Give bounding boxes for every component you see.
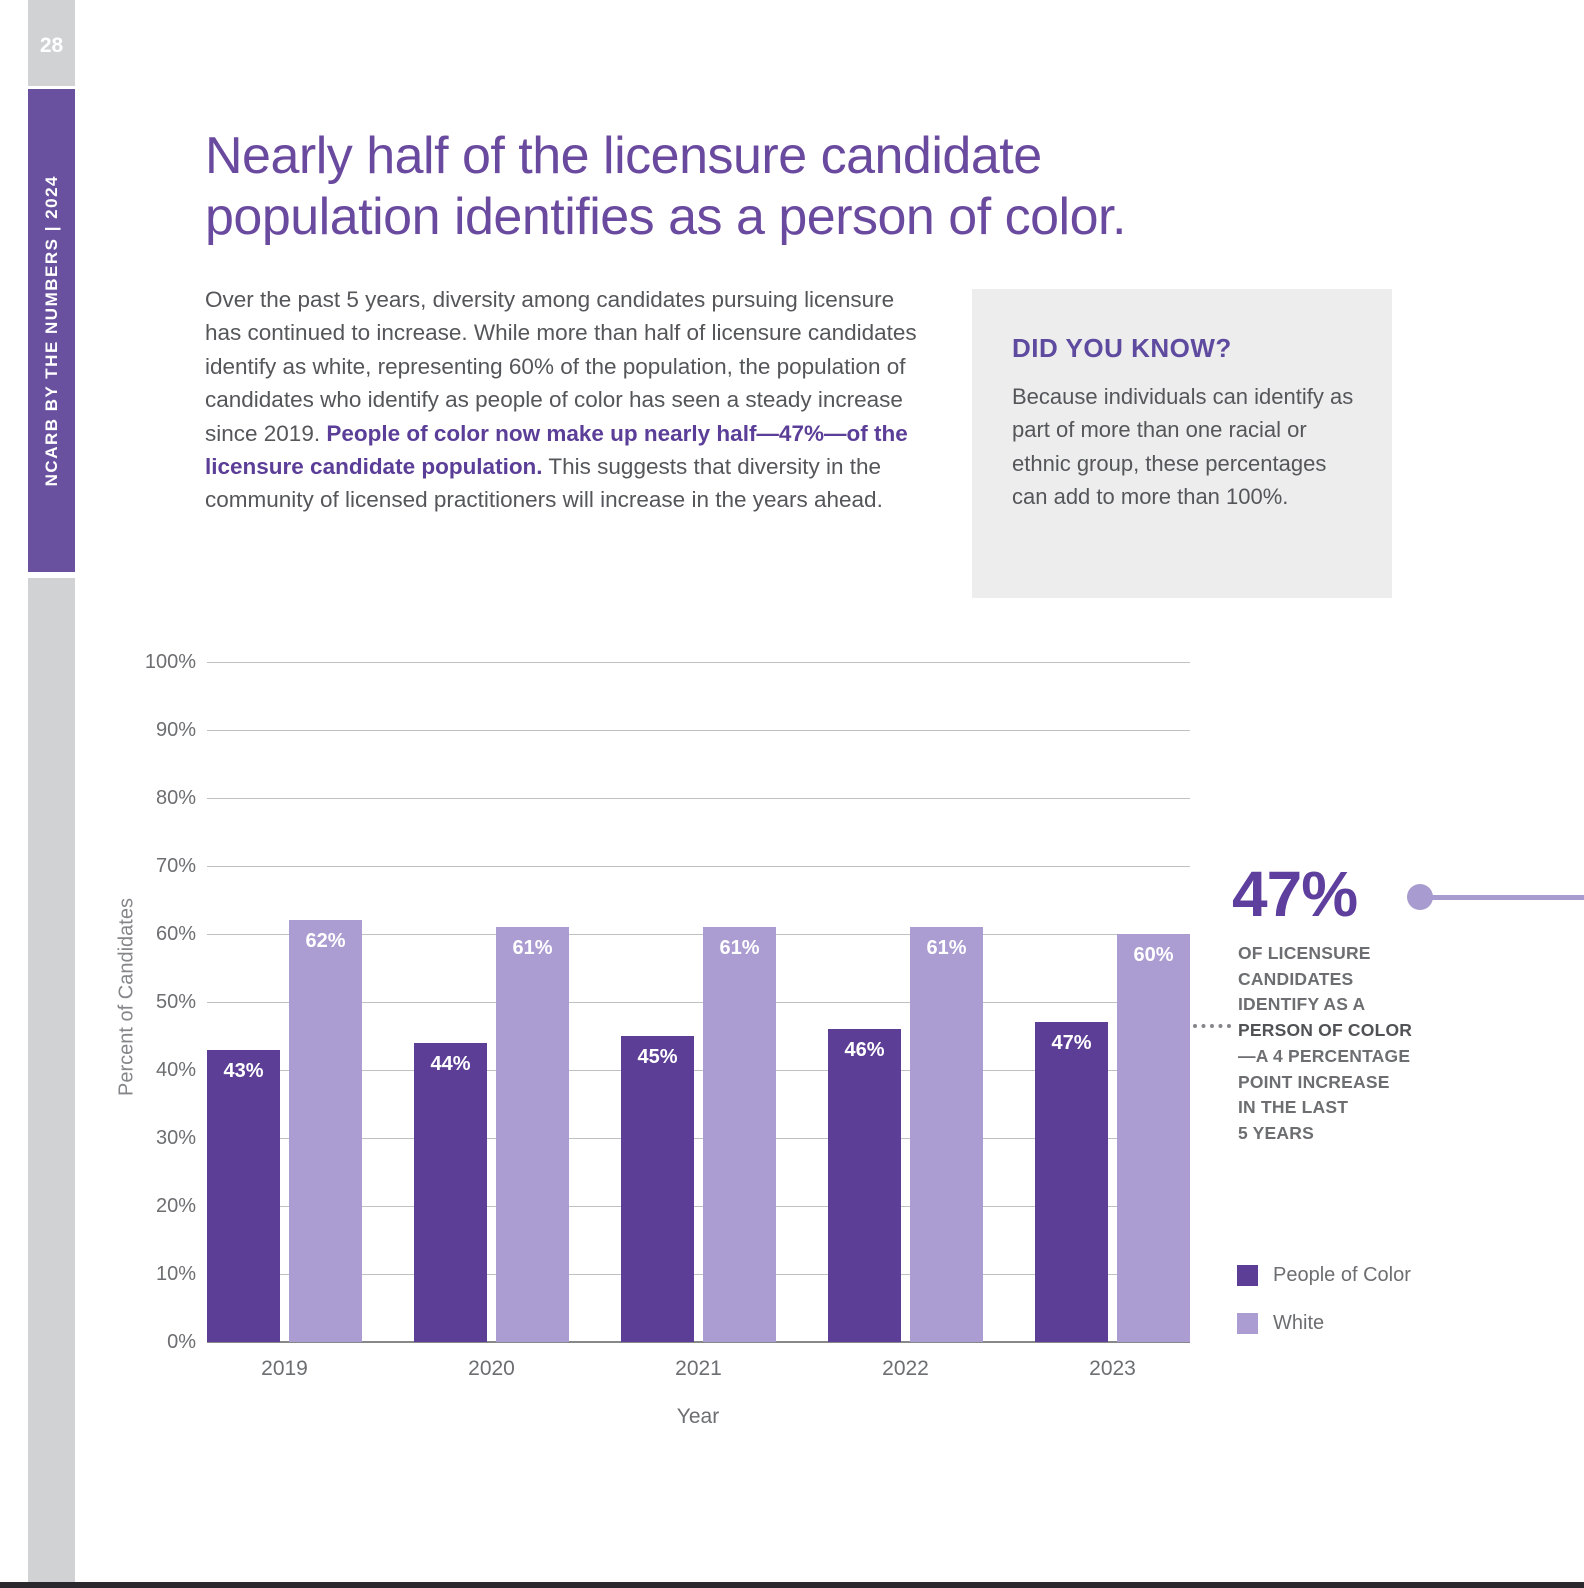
y-tick-label-100: 100% [144,651,196,673]
legend-item-white: White [1237,1312,1411,1334]
bar-white-2019 [289,920,362,1342]
page-title-line-1: Nearly half of the licensure candidate [205,127,1042,185]
x-tick-label-2023: 2023 [1089,1357,1136,1380]
legend-item-people-of-color: People of Color [1237,1264,1411,1286]
bar-people-of-color-2019 [207,1049,280,1342]
y-tick-label-10: 10% [155,1263,196,1285]
gridline-30 [207,1137,1190,1139]
callout-connector-line [1420,895,1584,900]
callout-caption-line-2: IDENTIFY AS A [1238,994,1366,1015]
callout-caption-line-1: CANDIDATES [1238,968,1354,989]
intro-paragraph: Over the past 5 years, diversity among c… [205,283,917,517]
bar-value-label-2021-0: 45% [637,1046,678,1068]
callout-caption: OF LICENSURE CANDIDATES IDENTIFY AS A PERSO… [1238,941,1468,1147]
bar-people-of-color-2023 [1035,1022,1108,1342]
callout-connector-dot [1407,884,1433,910]
page-title: Nearly half of the licensure candidate p… [205,126,1325,248]
x-tick-label-2019: 2019 [261,1357,308,1380]
y-tick-label-80: 80% [155,787,196,809]
bar-people-of-color-2021 [621,1036,694,1342]
gridline-0 [207,1341,1190,1343]
y-tick-label-40: 40% [155,1059,196,1081]
bar-value-label-2020-1: 61% [512,937,553,960]
page-number: 28 [39,34,64,57]
legend-swatch-0 [1237,1264,1258,1286]
callout-stat: 47% [1232,858,1358,930]
legend-swatch-1 [1237,1312,1258,1334]
gridline-60 [207,933,1190,935]
legend-label-1: White [1273,1311,1325,1334]
gridline-100 [207,661,1190,663]
intro-text-before: Over the past 5 years, diversity among c… [205,287,917,446]
intro-highlight: People of color now make up nearly half—… [205,420,908,480]
callout-caption-line-5: POINT INCREASE [1238,1071,1390,1092]
callout-caption-line-3: PERSON OF COLOR [1238,1020,1413,1041]
y-tick-label-50: 50% [155,991,196,1013]
bar-white-2021 [703,927,776,1342]
bar-value-label-2020-0: 44% [430,1052,471,1075]
bar-value-label-2022-0: 46% [844,1039,885,1062]
y-tick-label-70: 70% [155,855,196,877]
bar-value-label-2022-1: 61% [926,937,967,960]
x-axis-title: Year [676,1405,720,1428]
callout-dotted-leader [1193,1024,1231,1028]
gridline-20 [207,1205,1190,1207]
y-tick-label-30: 30% [155,1127,196,1149]
bar-white-2023 [1117,934,1190,1342]
bar-value-label-2021-1: 61% [719,937,760,960]
x-tick-label-2020: 2020 [468,1357,515,1380]
did-you-know-heading: DID YOU KNOW? [1012,333,1232,363]
y-tick-label-20: 20% [155,1195,196,1217]
bar-people-of-color-2022 [828,1029,901,1342]
callout-caption-line-7: 5 YEARS [1238,1122,1314,1143]
did-you-know-box: DID YOU KNOW? Because individuals can id… [972,289,1392,598]
sidebar-banner-text: NCARB BY THE NUMBERS | 2024 [41,174,61,487]
gridline-40 [207,1069,1190,1071]
legend-label-0: People of Color [1273,1263,1411,1286]
gridline-50 [207,1001,1190,1003]
intro-text-after: This suggests that diversity in the comm… [205,454,883,513]
y-axis-title: Percent of Candidates [115,898,138,1096]
page-bottom-bar [0,1582,1584,1588]
y-tick-label-0: 0% [167,1331,196,1353]
bar-value-label-2023-1: 60% [1133,944,1174,966]
gridline-10 [207,1273,1190,1275]
y-tick-label-90: 90% [155,719,196,741]
gridline-80 [207,797,1190,799]
callout-caption-line-4: —A 4 PERCENTAGE [1238,1045,1411,1066]
bar-value-label-2019-0: 43% [223,1059,264,1082]
chart-legend: People of Color White [1237,1264,1411,1360]
gridline-70 [207,865,1190,867]
page-title-line-2: population identifies as a person of col… [205,188,1126,246]
sidebar-banner: NCARB BY THE NUMBERS | 2024 [28,86,75,578]
did-you-know-body: Because individuals can identify as part… [1012,384,1354,510]
callout-caption-line-0: OF LICENSURE [1238,943,1371,963]
bar-white-2022 [910,927,983,1342]
y-tick-label-60: 60% [155,923,196,945]
x-tick-label-2021: 2021 [675,1357,722,1380]
bar-value-label-2023-0: 47% [1051,1032,1092,1055]
bar-people-of-color-2020 [414,1042,487,1342]
bar-white-2020 [496,927,569,1342]
gridline-90 [207,729,1190,731]
callout-caption-line-6: IN THE LAST [1238,1097,1349,1118]
x-tick-label-2022: 2022 [882,1357,929,1380]
bar-value-label-2019-1: 62% [305,930,346,953]
